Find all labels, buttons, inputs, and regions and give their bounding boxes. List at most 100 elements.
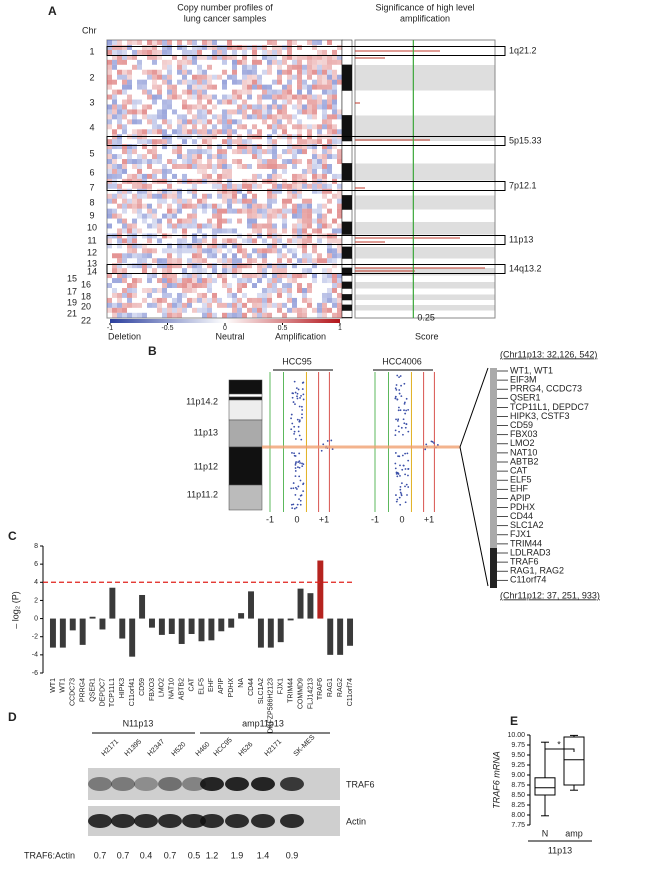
probe-point <box>398 389 401 391</box>
probe-point <box>297 485 300 488</box>
heatmap-cell <box>187 59 192 65</box>
heatmap-cell <box>277 114 282 120</box>
heatmap-cell <box>152 248 157 254</box>
heatmap-cell <box>237 263 242 269</box>
chromosome-band <box>341 267 353 276</box>
blot-band <box>280 814 304 828</box>
heatmap-cell <box>317 183 322 189</box>
heatmap-cell <box>317 84 322 90</box>
heatmap-cell <box>232 183 237 189</box>
heatmap-cell <box>272 104 277 110</box>
heatmap-cell <box>222 168 227 174</box>
heatmap-cell <box>307 59 312 65</box>
heatmap-cell <box>152 168 157 174</box>
bar <box>89 616 96 619</box>
heatmap-cell <box>267 203 272 209</box>
heatmap-cell <box>247 263 252 269</box>
bar <box>59 618 66 648</box>
heatmap-cell <box>232 193 237 199</box>
heatmap-cell <box>162 198 167 204</box>
heatmap-cell <box>282 183 287 189</box>
heatmap-cell <box>172 149 177 155</box>
x-tick-label: APIP <box>218 678 225 694</box>
heatmap-cell <box>337 208 342 214</box>
heatmap-cell <box>192 84 197 90</box>
heatmap-cell <box>277 109 282 115</box>
heatmap-cell <box>187 213 192 219</box>
heatmap-cell <box>317 228 322 234</box>
ratio-value: 0.5 <box>188 850 201 860</box>
heatmap-cell <box>207 109 212 115</box>
heatmap-cell <box>132 109 137 115</box>
heatmap-cell <box>192 149 197 155</box>
heatmap-cell <box>172 312 177 318</box>
heatmap-cell <box>322 119 327 125</box>
gene-label: LDLRAD3 <box>510 547 551 557</box>
heatmap-cell <box>327 183 332 189</box>
heatmap-cell <box>122 223 127 229</box>
heatmap-cell <box>187 69 192 75</box>
probe-point <box>405 397 408 400</box>
heatmap-cell <box>197 69 202 75</box>
heatmap-cell <box>307 129 312 135</box>
heatmap-cell <box>137 173 142 179</box>
probe-point <box>291 422 294 425</box>
heatmap-cell <box>227 268 232 274</box>
heatmap-cell <box>307 99 312 105</box>
heatmap-cell <box>292 94 297 100</box>
heatmap-cell <box>317 139 322 145</box>
heatmap-cell <box>337 302 342 308</box>
heatmap-cell <box>137 208 142 214</box>
chromosome-band <box>341 90 353 116</box>
x-tick-label: FLJ14213 <box>307 678 314 709</box>
heatmap-cell <box>172 223 177 229</box>
heatmap-cell <box>197 89 202 95</box>
heatmap-cell <box>322 84 327 90</box>
heatmap-cell <box>162 99 167 105</box>
heatmap-cell <box>302 248 307 254</box>
heatmap-cell <box>272 159 277 164</box>
heatmap-cell <box>192 74 197 80</box>
probe-point <box>301 416 303 419</box>
heatmap-cell <box>237 307 242 313</box>
heatmap-cell <box>177 223 182 229</box>
heatmap-cell <box>272 168 277 174</box>
heatmap-cell <box>107 297 112 303</box>
heatmap-cell <box>152 258 157 264</box>
heatmap-cell <box>307 168 312 174</box>
heatmap-cell <box>127 238 132 244</box>
heatmap-cell <box>137 188 142 194</box>
region-label: 14q13.2 <box>509 263 542 273</box>
heatmap-cell <box>157 203 162 209</box>
heatmap-cell <box>272 278 277 284</box>
heatmap-cell <box>197 248 202 254</box>
heatmap-cell <box>262 208 267 214</box>
chromosome-label: 18 <box>81 291 91 301</box>
blot-band <box>111 814 135 828</box>
heatmap-cell <box>187 94 192 100</box>
heatmap-cell <box>307 198 312 204</box>
heatmap-cell <box>117 193 122 199</box>
heatmap-cell <box>227 114 232 120</box>
gene-label: CD44 <box>510 511 533 521</box>
heatmap-cell <box>317 79 322 85</box>
heatmap-cell <box>247 89 252 95</box>
heatmap-cell <box>332 312 337 318</box>
heatmap-cell <box>282 208 287 214</box>
heatmap-cell <box>282 109 287 115</box>
heatmap-cell <box>117 44 122 50</box>
heatmap-cell <box>262 119 267 125</box>
highlight-band <box>262 445 460 449</box>
heatmap-cell <box>187 258 192 264</box>
heatmap-cell <box>217 49 222 55</box>
probe-point <box>398 430 400 433</box>
heatmap-cell <box>117 168 122 174</box>
heatmap-cell <box>132 159 137 164</box>
heatmap-cell <box>302 307 307 313</box>
heatmap-cell <box>282 243 287 249</box>
heatmap-cell <box>227 208 232 214</box>
heatmap-cell <box>132 40 137 45</box>
heatmap-cell <box>252 307 257 313</box>
heatmap-cell <box>212 203 217 209</box>
heatmap-cell <box>242 139 247 145</box>
